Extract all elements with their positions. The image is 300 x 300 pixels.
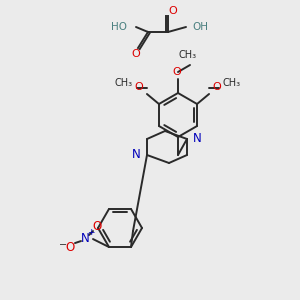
Text: O: O	[92, 220, 102, 232]
Text: CH₃: CH₃	[115, 78, 133, 88]
Text: O: O	[172, 67, 182, 77]
Text: +: +	[87, 228, 95, 237]
Text: N: N	[81, 232, 89, 244]
Text: N: N	[132, 148, 141, 161]
Text: O: O	[169, 6, 177, 16]
Text: O: O	[135, 82, 143, 92]
Text: O: O	[132, 49, 140, 59]
Text: CH₃: CH₃	[179, 50, 197, 60]
Text: O: O	[213, 82, 221, 92]
Text: CH₃: CH₃	[223, 78, 241, 88]
Text: N: N	[193, 133, 202, 146]
Text: O: O	[65, 241, 75, 254]
Text: −: −	[59, 240, 67, 250]
Text: HO: HO	[111, 22, 127, 32]
Text: OH: OH	[192, 22, 208, 32]
